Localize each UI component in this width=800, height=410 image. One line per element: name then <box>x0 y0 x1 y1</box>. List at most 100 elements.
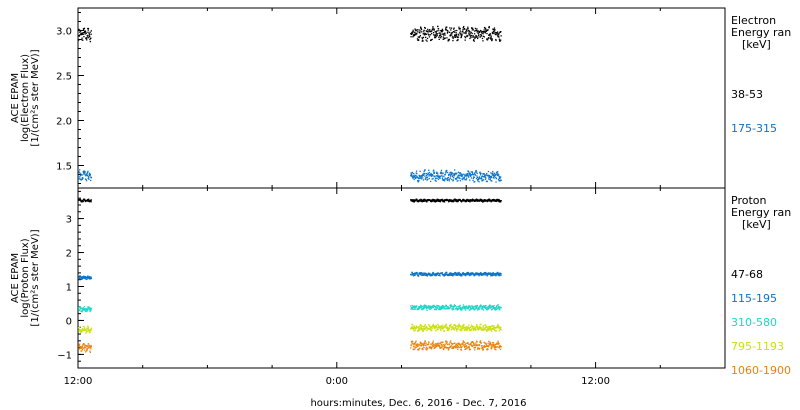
data-point <box>464 273 466 275</box>
data-point <box>433 172 435 174</box>
data-point <box>431 306 434 309</box>
data-point <box>88 198 90 200</box>
data-point <box>467 170 469 173</box>
data-point <box>474 329 476 331</box>
data-point <box>483 346 485 348</box>
data-point <box>472 35 474 37</box>
data-point <box>455 329 458 331</box>
data-point <box>469 31 471 33</box>
data-point <box>427 327 429 329</box>
data-point <box>481 274 483 276</box>
data-point <box>483 173 485 175</box>
data-point <box>416 308 419 311</box>
data-point <box>444 29 447 31</box>
data-point <box>410 327 413 329</box>
data-point <box>474 37 476 39</box>
data-point <box>82 307 84 310</box>
data-point <box>470 31 472 33</box>
data-point <box>415 273 417 275</box>
data-point <box>490 309 493 311</box>
data-point <box>461 274 463 276</box>
data-point <box>424 307 426 309</box>
data-point <box>470 34 473 37</box>
data-point <box>435 330 437 332</box>
data-point <box>487 348 489 351</box>
data-point <box>500 39 502 41</box>
data-point <box>483 36 485 38</box>
data-point <box>421 175 423 178</box>
data-point <box>470 175 472 177</box>
data-point <box>80 277 82 279</box>
data-point <box>87 31 89 33</box>
data-point <box>80 350 82 352</box>
data-point <box>81 346 83 349</box>
data-point <box>86 331 88 333</box>
data-point <box>444 37 446 39</box>
data-point <box>420 327 423 329</box>
data-point <box>464 348 466 350</box>
data-point <box>85 310 87 313</box>
data-point <box>418 180 420 182</box>
data-point <box>459 198 461 201</box>
data-point <box>430 30 432 33</box>
data-point <box>78 276 80 278</box>
data-point <box>482 40 484 42</box>
data-point <box>488 176 490 178</box>
data-point <box>426 309 428 311</box>
data-point <box>82 307 84 309</box>
data-point <box>495 305 498 308</box>
data-point <box>433 343 435 345</box>
data-point <box>459 326 461 328</box>
data-point <box>484 175 486 177</box>
data-point <box>492 345 494 347</box>
data-point <box>479 199 481 202</box>
data-point <box>421 200 423 203</box>
data-point <box>446 26 448 28</box>
data-point <box>430 329 432 331</box>
data-point <box>488 305 490 307</box>
data-point <box>85 178 87 181</box>
data-point <box>458 34 460 36</box>
data-point <box>79 346 82 348</box>
data-point <box>441 174 443 176</box>
data-point <box>84 327 86 329</box>
data-point <box>497 343 500 345</box>
data-point <box>82 330 84 332</box>
data-point <box>454 169 456 171</box>
data-point <box>437 328 439 331</box>
data-point <box>450 325 452 327</box>
data-point <box>422 343 424 346</box>
data-point <box>496 346 499 348</box>
data-point <box>449 171 451 174</box>
data-point <box>412 177 414 179</box>
data-point <box>444 305 446 307</box>
data-point <box>86 35 89 37</box>
data-point <box>457 180 459 182</box>
data-point <box>82 33 84 35</box>
x-tick-label: 0:00 <box>326 376 348 387</box>
data-point <box>453 28 455 30</box>
data-point <box>424 34 426 36</box>
data-point <box>413 307 415 309</box>
data-point <box>492 272 494 274</box>
data-point <box>493 305 495 307</box>
data-point <box>439 309 441 311</box>
data-point <box>479 306 481 308</box>
data-point <box>429 325 431 327</box>
data-point <box>486 180 488 182</box>
data-point <box>90 276 92 278</box>
data-point <box>497 174 499 177</box>
data-point <box>87 200 89 202</box>
data-point <box>484 32 486 34</box>
data-point <box>465 32 467 34</box>
data-point <box>494 329 496 331</box>
data-point <box>433 305 435 308</box>
data-point <box>472 329 474 331</box>
data-point <box>495 39 497 42</box>
data-point <box>497 343 499 345</box>
data-point <box>486 327 488 329</box>
data-point <box>462 29 464 31</box>
data-point <box>453 177 455 179</box>
data-point <box>445 178 447 180</box>
legend-title: Energy ran <box>731 206 791 219</box>
